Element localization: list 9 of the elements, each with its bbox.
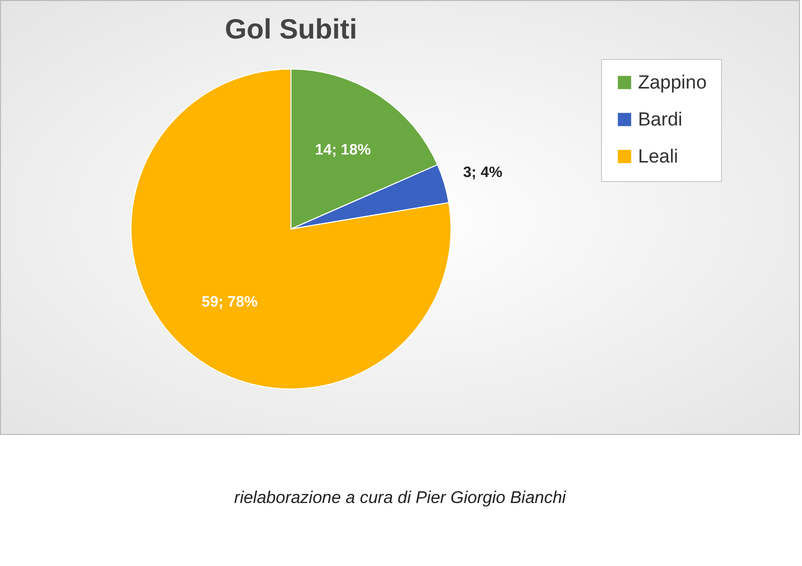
legend-label: Bardi xyxy=(638,110,682,130)
chart-title: Gol Subiti xyxy=(224,14,358,45)
pie-slice xyxy=(130,68,452,390)
data-label: 3; 4% xyxy=(463,164,502,181)
legend-label: Leali xyxy=(638,146,678,168)
data-label: 59; 78% xyxy=(202,293,258,310)
text: rielaborazione a cura di Pier Giorgio Bianchi xyxy=(233,486,568,508)
data-label: 14; 18% xyxy=(315,141,371,158)
legend-label: Zappino xyxy=(638,72,707,94)
